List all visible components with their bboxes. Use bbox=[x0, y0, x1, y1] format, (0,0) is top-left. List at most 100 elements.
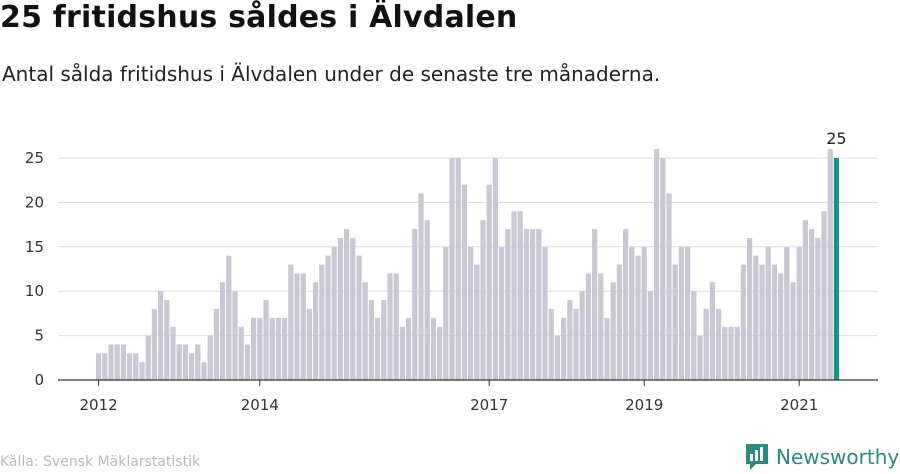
bar bbox=[474, 264, 480, 380]
y-tick-label: 15 bbox=[25, 238, 44, 256]
bar bbox=[102, 353, 108, 380]
x-tick-label: 2014 bbox=[241, 396, 279, 410]
chart-title: 25 fritidshus såldes i Älvdalen bbox=[0, 0, 518, 35]
bar bbox=[269, 317, 275, 380]
bar bbox=[96, 353, 102, 380]
y-tick-label: 5 bbox=[34, 327, 44, 345]
bar bbox=[809, 229, 815, 380]
y-tick-label: 25 bbox=[25, 149, 44, 167]
bar bbox=[778, 273, 784, 380]
bar bbox=[120, 344, 127, 380]
bar bbox=[189, 353, 195, 380]
bar bbox=[623, 229, 629, 380]
bar bbox=[133, 353, 139, 380]
newsworthy-logo: Newsworthy bbox=[744, 442, 899, 472]
bar bbox=[573, 308, 579, 380]
bar bbox=[567, 300, 573, 380]
bar bbox=[561, 317, 567, 380]
bar bbox=[319, 264, 325, 380]
bar bbox=[616, 264, 623, 380]
bar bbox=[176, 344, 182, 380]
bar bbox=[654, 149, 660, 380]
bar bbox=[263, 300, 269, 380]
bar bbox=[139, 362, 145, 380]
bar bbox=[604, 317, 610, 380]
bar bbox=[455, 158, 461, 380]
bar bbox=[753, 255, 759, 380]
bar bbox=[356, 255, 362, 380]
bar bbox=[424, 220, 430, 380]
bar bbox=[461, 184, 468, 380]
bar bbox=[747, 237, 753, 380]
bar bbox=[815, 237, 821, 380]
bar bbox=[641, 246, 647, 380]
bar bbox=[238, 326, 244, 380]
bar bbox=[127, 353, 133, 380]
bar bbox=[722, 326, 728, 380]
bar bbox=[790, 282, 796, 380]
x-tick-label: 2017 bbox=[470, 396, 508, 410]
newsworthy-logo-icon bbox=[746, 444, 768, 470]
bar bbox=[164, 300, 170, 380]
bar bbox=[740, 264, 747, 380]
bar bbox=[716, 308, 722, 380]
bar bbox=[492, 158, 499, 380]
bar bbox=[350, 237, 356, 380]
bar bbox=[598, 273, 604, 380]
bar bbox=[201, 362, 207, 380]
bar bbox=[257, 317, 263, 380]
bar bbox=[294, 273, 300, 380]
bar bbox=[406, 317, 412, 380]
bar bbox=[368, 300, 375, 380]
bar bbox=[821, 211, 827, 380]
bar bbox=[554, 335, 561, 380]
bar bbox=[511, 211, 517, 380]
bar bbox=[244, 344, 251, 380]
bar bbox=[251, 317, 257, 380]
bar bbox=[505, 229, 511, 380]
bar bbox=[691, 291, 697, 380]
bar-chart: 0 5 10 15 20 25 2012 2014 2017 2019 2021 25 bbox=[25, 129, 878, 410]
y-tick-label: 10 bbox=[25, 282, 44, 300]
bar bbox=[375, 317, 381, 380]
y-tick-label: 20 bbox=[25, 193, 44, 211]
bar bbox=[802, 220, 809, 380]
bar bbox=[542, 246, 548, 380]
y-tick-label: 0 bbox=[34, 371, 44, 389]
bar bbox=[579, 291, 585, 380]
bar bbox=[647, 291, 654, 380]
bar bbox=[610, 282, 616, 380]
bar bbox=[548, 308, 554, 380]
bar bbox=[530, 229, 536, 380]
bar bbox=[517, 211, 523, 380]
bar bbox=[213, 308, 220, 380]
bar bbox=[170, 326, 176, 380]
bar bbox=[306, 308, 313, 380]
bar bbox=[697, 335, 703, 380]
bar bbox=[660, 158, 666, 380]
bar bbox=[592, 229, 598, 380]
bar bbox=[784, 246, 790, 380]
bar bbox=[207, 335, 213, 380]
bar bbox=[765, 246, 771, 380]
bar bbox=[108, 344, 114, 380]
newsworthy-logo-text: Newsworthy bbox=[776, 445, 900, 469]
bar bbox=[182, 344, 189, 380]
bar bbox=[480, 220, 486, 380]
bar bbox=[151, 308, 158, 380]
bar bbox=[759, 264, 765, 380]
bar bbox=[585, 273, 592, 380]
bar bbox=[629, 246, 635, 380]
source-note: Källa: Svensk Mäklarstatistik bbox=[0, 454, 201, 470]
bar bbox=[734, 326, 740, 380]
bar bbox=[220, 282, 226, 380]
bar bbox=[158, 291, 164, 380]
bar bbox=[709, 282, 716, 380]
bar bbox=[827, 149, 833, 380]
bar bbox=[114, 344, 120, 380]
bar bbox=[195, 344, 201, 380]
bar bbox=[282, 317, 288, 380]
bar bbox=[418, 193, 424, 380]
bar bbox=[412, 229, 418, 380]
bar-highlight bbox=[833, 158, 840, 380]
